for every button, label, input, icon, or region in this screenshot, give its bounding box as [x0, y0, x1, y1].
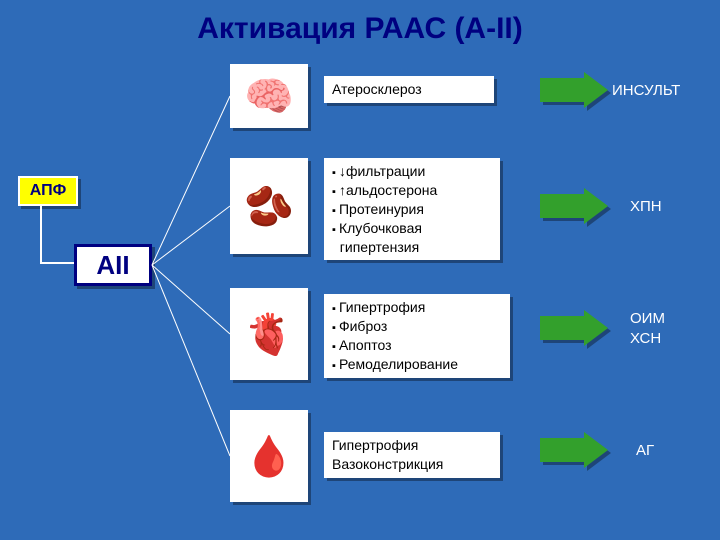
effects-box-kidney: ↓фильтрации↑альдостеронаПротеинурияКлубо… [324, 158, 500, 260]
organ-brain: 🧠 [230, 64, 308, 128]
arrow-head-brain [584, 72, 608, 108]
effect-item: ↑альдостерона [332, 181, 492, 200]
effect-item: Вазоконстрикция [332, 455, 492, 474]
arrow-kidney [540, 194, 584, 218]
effect-item: Апоптоз [332, 336, 502, 355]
effect-item: Гипертрофия [332, 298, 502, 317]
effects-box-vessel: ГипертрофияВазоконстрикция [324, 432, 500, 478]
outcome2-heart: ХСН [630, 330, 661, 347]
effect-item: Протеинурия [332, 200, 492, 219]
effect-item: Гипертрофия [332, 436, 492, 455]
effects-box-brain: Атеросклероз [324, 76, 494, 103]
organ-kidney: 🫘 [230, 158, 308, 254]
arrow-head-vessel [584, 432, 608, 468]
outcome-kidney: ХПН [630, 198, 662, 215]
arrow-brain [540, 78, 584, 102]
effects-box-heart: ГипертрофияФиброзАпоптозРемоделирование [324, 294, 510, 378]
organ-vessel: 🩸 [230, 410, 308, 502]
effect-item: ↓фильтрации [332, 162, 492, 181]
effect-item: Ремоделирование [332, 355, 502, 374]
outcome-heart: ОИМ [630, 310, 665, 327]
arrow-head-heart [584, 310, 608, 346]
arrow-vessel [540, 438, 584, 462]
outcome-brain: ИНСУЛЬТ [612, 82, 680, 99]
arrow-head-kidney [584, 188, 608, 224]
effect-item: Фиброз [332, 317, 502, 336]
outcome-vessel: АГ [636, 442, 654, 459]
effect-item: Клубочковая [332, 219, 492, 238]
organ-heart: 🫀 [230, 288, 308, 380]
effect-item-tail: гипертензия [332, 238, 492, 257]
arrow-heart [540, 316, 584, 340]
effect-item: Атеросклероз [332, 80, 486, 99]
